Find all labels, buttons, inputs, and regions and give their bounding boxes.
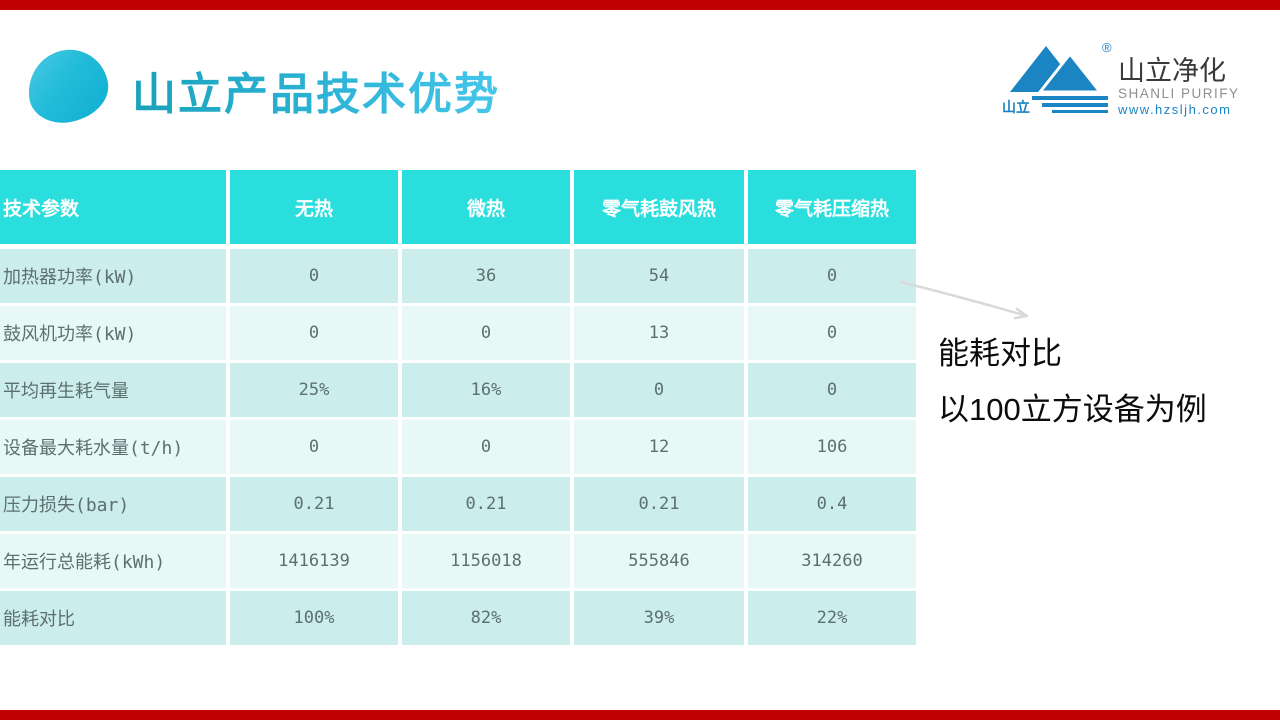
table-cell: 0 [230,249,398,303]
column-header: 微热 [402,170,570,244]
table-cell: 82% [402,591,570,645]
table-cell: 25% [230,363,398,417]
annotation-text: 能耗对比 以100立方设备为例 [938,326,1207,438]
table-cell: 0.4 [748,477,916,531]
row-label: 设备最大耗水量(t/h) [0,420,226,474]
table-cell: 314260 [748,534,916,588]
column-header: 零气耗鼓风热 [574,170,744,244]
table-row: 平均再生耗气量 25% 16% 0 0 [0,363,916,417]
table-cell: 0 [748,249,916,303]
table-cell: 0 [402,420,570,474]
table-cell: 54 [574,249,744,303]
svg-text:山立净化: 山立净化 [1118,56,1226,86]
bottom-accent-bar [0,710,1280,720]
table-cell: 1156018 [402,534,570,588]
table-cell: 39% [574,591,744,645]
column-header: 技术参数 [0,170,226,244]
column-header: 零气耗压缩热 [748,170,916,244]
curved-arrow-icon [899,280,1029,320]
table-cell: 0 [230,420,398,474]
title-blob-decoration [23,44,113,128]
table-row: 加热器功率(kW) 0 36 54 0 [0,249,916,303]
table-cell: 1416139 [230,534,398,588]
table-row: 压力损失(bar) 0.21 0.21 0.21 0.4 [0,477,916,531]
svg-text:山立: 山立 [1002,99,1030,115]
row-label: 压力损失(bar) [0,477,226,531]
table-cell: 0.21 [402,477,570,531]
table-cell: 22% [748,591,916,645]
page-title: 山立产品技术优势 [132,58,500,122]
table-row: 年运行总能耗(kWh) 1416139 1156018 555846 31426… [0,534,916,588]
table-cell: 0 [402,306,570,360]
table-cell: 106 [748,420,916,474]
table-cell: 0 [748,306,916,360]
table-cell: 36 [402,249,570,303]
table-cell: 0.21 [574,477,744,531]
table-cell: 100% [230,591,398,645]
mountain-logo-icon: ® 山立 山立净化 SHANLI PURIFY www.hzsljh.com [1002,40,1240,117]
table-cell: 16% [402,363,570,417]
registered-mark: ® [1102,40,1112,55]
company-logo: ® 山立 山立净化 SHANLI PURIFY www.hzsljh.com [996,36,1246,128]
column-header: 无热 [230,170,398,244]
table-cell: 0 [574,363,744,417]
row-label: 平均再生耗气量 [0,363,226,417]
svg-text:www.hzsljh.com: www.hzsljh.com [1117,102,1231,117]
table-cell: 12 [574,420,744,474]
row-label: 加热器功率(kW) [0,249,226,303]
row-label: 能耗对比 [0,591,226,645]
table-cell: 555846 [574,534,744,588]
svg-text:SHANLI PURIFY: SHANLI PURIFY [1118,86,1240,101]
table-header-row: 技术参数 无热 微热 零气耗鼓风热 零气耗压缩热 [0,170,916,244]
row-label: 年运行总能耗(kWh) [0,534,226,588]
table-cell: 0.21 [230,477,398,531]
top-accent-bar [0,0,1280,10]
table-cell: 0 [748,363,916,417]
table-row: 鼓风机功率(kW) 0 0 13 0 [0,306,916,360]
table-cell: 13 [574,306,744,360]
annotation-line-1: 能耗对比 [938,336,1062,371]
table-row: 能耗对比 100% 82% 39% 22% [0,591,916,645]
table-cell: 0 [230,306,398,360]
table-row: 设备最大耗水量(t/h) 0 0 12 106 [0,420,916,474]
comparison-table: 技术参数 无热 微热 零气耗鼓风热 零气耗压缩热 加热器功率(kW) 0 36 … [0,170,916,648]
annotation-line-2: 以100立方设备为例 [938,392,1207,427]
row-label: 鼓风机功率(kW) [0,306,226,360]
